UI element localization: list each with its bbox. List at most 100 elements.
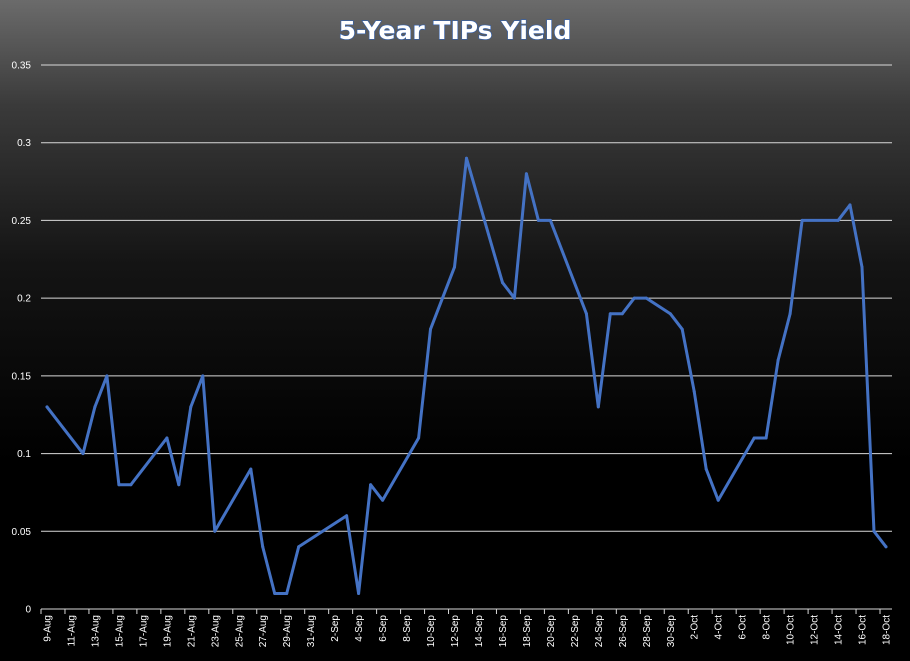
- data-point: [836, 218, 840, 222]
- data-point: [441, 296, 444, 300]
- x-tick-label: 2-Oct: [690, 615, 701, 640]
- x-tick-label: 10-Oct: [786, 615, 797, 645]
- x-tick-label: 26-Sep: [618, 615, 629, 648]
- data-point: [668, 312, 672, 316]
- x-tick-label: 12-Sep: [450, 615, 461, 648]
- data-point: [201, 374, 205, 378]
- data-point: [45, 405, 49, 409]
- data-point: [776, 358, 780, 362]
- data-point: [81, 452, 85, 456]
- x-tick-label: 23-Aug: [210, 615, 221, 647]
- data-point: [872, 529, 876, 533]
- x-tick-label: 6-Oct: [738, 615, 749, 640]
- data-point: [632, 296, 636, 300]
- x-tick-label: 25-Aug: [234, 615, 245, 647]
- data-point: [620, 312, 624, 316]
- y-tick-label: 0.35: [12, 61, 32, 72]
- data-point: [357, 592, 361, 595]
- data-point: [273, 592, 277, 595]
- data-point: [381, 498, 385, 502]
- x-tick-label: 8-Sep: [402, 615, 413, 642]
- y-tick-label: 0.2: [17, 294, 31, 305]
- x-tick-label: 11-Aug: [66, 615, 77, 647]
- x-tick-label: 30-Sep: [666, 615, 677, 648]
- x-tick-label: 20-Sep: [546, 615, 557, 648]
- y-tick-label: 0.3: [17, 138, 31, 149]
- x-tick-label: 10-Sep: [426, 615, 437, 648]
- data-point: [752, 436, 756, 440]
- x-tick-label: 29-Aug: [282, 615, 293, 647]
- x-tick-label: 17-Aug: [138, 615, 149, 647]
- x-tick-label: 19-Aug: [162, 615, 173, 647]
- data-point: [501, 281, 504, 285]
- data-point: [800, 218, 804, 222]
- data-point: [93, 405, 97, 409]
- data-point: [704, 467, 708, 471]
- y-tick-label: 0.1: [17, 449, 31, 460]
- x-tick-label: 24-Sep: [594, 615, 605, 648]
- x-tick-label: 31-Aug: [306, 615, 317, 647]
- gridlines: [41, 64, 892, 610]
- y-tick-label: 0.25: [12, 216, 32, 227]
- x-tick-label: 15-Aug: [114, 615, 125, 647]
- x-tick-label: 28-Sep: [642, 615, 653, 648]
- data-point: [692, 389, 696, 393]
- x-tick-label: 16-Sep: [498, 615, 509, 648]
- data-point: [608, 312, 612, 316]
- data-point: [177, 483, 181, 487]
- x-axis-ticks: 9-Aug 11-Aug 13-Aug 15-Aug 17-Aug 19-Aug 21-Au…: [40, 609, 893, 648]
- x-tick-label: 9-Aug: [42, 615, 53, 642]
- x-tick-label: 27-Aug: [258, 615, 269, 647]
- data-point: [129, 483, 133, 487]
- data-point: [285, 592, 289, 595]
- y-tick-label: 0.05: [12, 527, 32, 538]
- data-point: [189, 405, 193, 409]
- x-tick-label: 4-Sep: [354, 615, 365, 642]
- data-point: [764, 436, 768, 440]
- y-tick-label: 0.15: [12, 371, 32, 382]
- data-point: [644, 296, 648, 300]
- data-point: [417, 436, 421, 440]
- x-tick-label: 8-Oct: [762, 615, 773, 640]
- data-point: [369, 483, 373, 487]
- y-axis-ticks: 0 0.05 0.1 0.15 0.2 0.25 0.3 0.35: [12, 61, 32, 616]
- x-tick-label: 18-Oct: [882, 615, 893, 645]
- data-point: [848, 203, 852, 207]
- data-point: [524, 172, 528, 176]
- y-tick-label: 0: [25, 605, 31, 616]
- x-tick-label: 13-Aug: [90, 615, 101, 647]
- x-tick-label: 12-Oct: [810, 615, 821, 645]
- data-point: [429, 327, 432, 331]
- x-tick-label: 14-Oct: [834, 615, 845, 645]
- data-point: [105, 374, 109, 378]
- x-tick-label: 21-Aug: [186, 615, 197, 647]
- data-point: [249, 467, 253, 471]
- data-point: [548, 218, 552, 222]
- x-tick-label: 2-Sep: [330, 615, 341, 642]
- x-tick-label: 6-Sep: [378, 615, 389, 642]
- series-layer: [45, 156, 888, 595]
- data-point: [465, 156, 468, 160]
- data-point: [345, 514, 349, 518]
- data-point: [584, 312, 588, 316]
- data-point: [788, 312, 792, 316]
- data-point: [165, 436, 169, 440]
- chart-title: 5-Year TIPs Yield: [339, 16, 572, 45]
- data-point: [297, 545, 301, 549]
- data-point: [512, 296, 516, 300]
- data-point: [536, 218, 540, 222]
- data-point: [716, 498, 720, 502]
- data-point: [596, 405, 600, 409]
- data-point: [860, 265, 864, 269]
- x-tick-label: 18-Sep: [522, 615, 533, 648]
- x-tick-label: 4-Oct: [714, 615, 725, 640]
- data-point: [453, 265, 456, 269]
- data-point: [680, 327, 684, 331]
- data-point: [261, 545, 265, 549]
- x-tick-label: 16-Oct: [858, 615, 869, 645]
- data-point: [117, 483, 121, 487]
- x-tick-label: 22-Sep: [570, 615, 581, 648]
- data-point: [213, 529, 217, 533]
- x-tick-label: 14-Sep: [474, 615, 485, 648]
